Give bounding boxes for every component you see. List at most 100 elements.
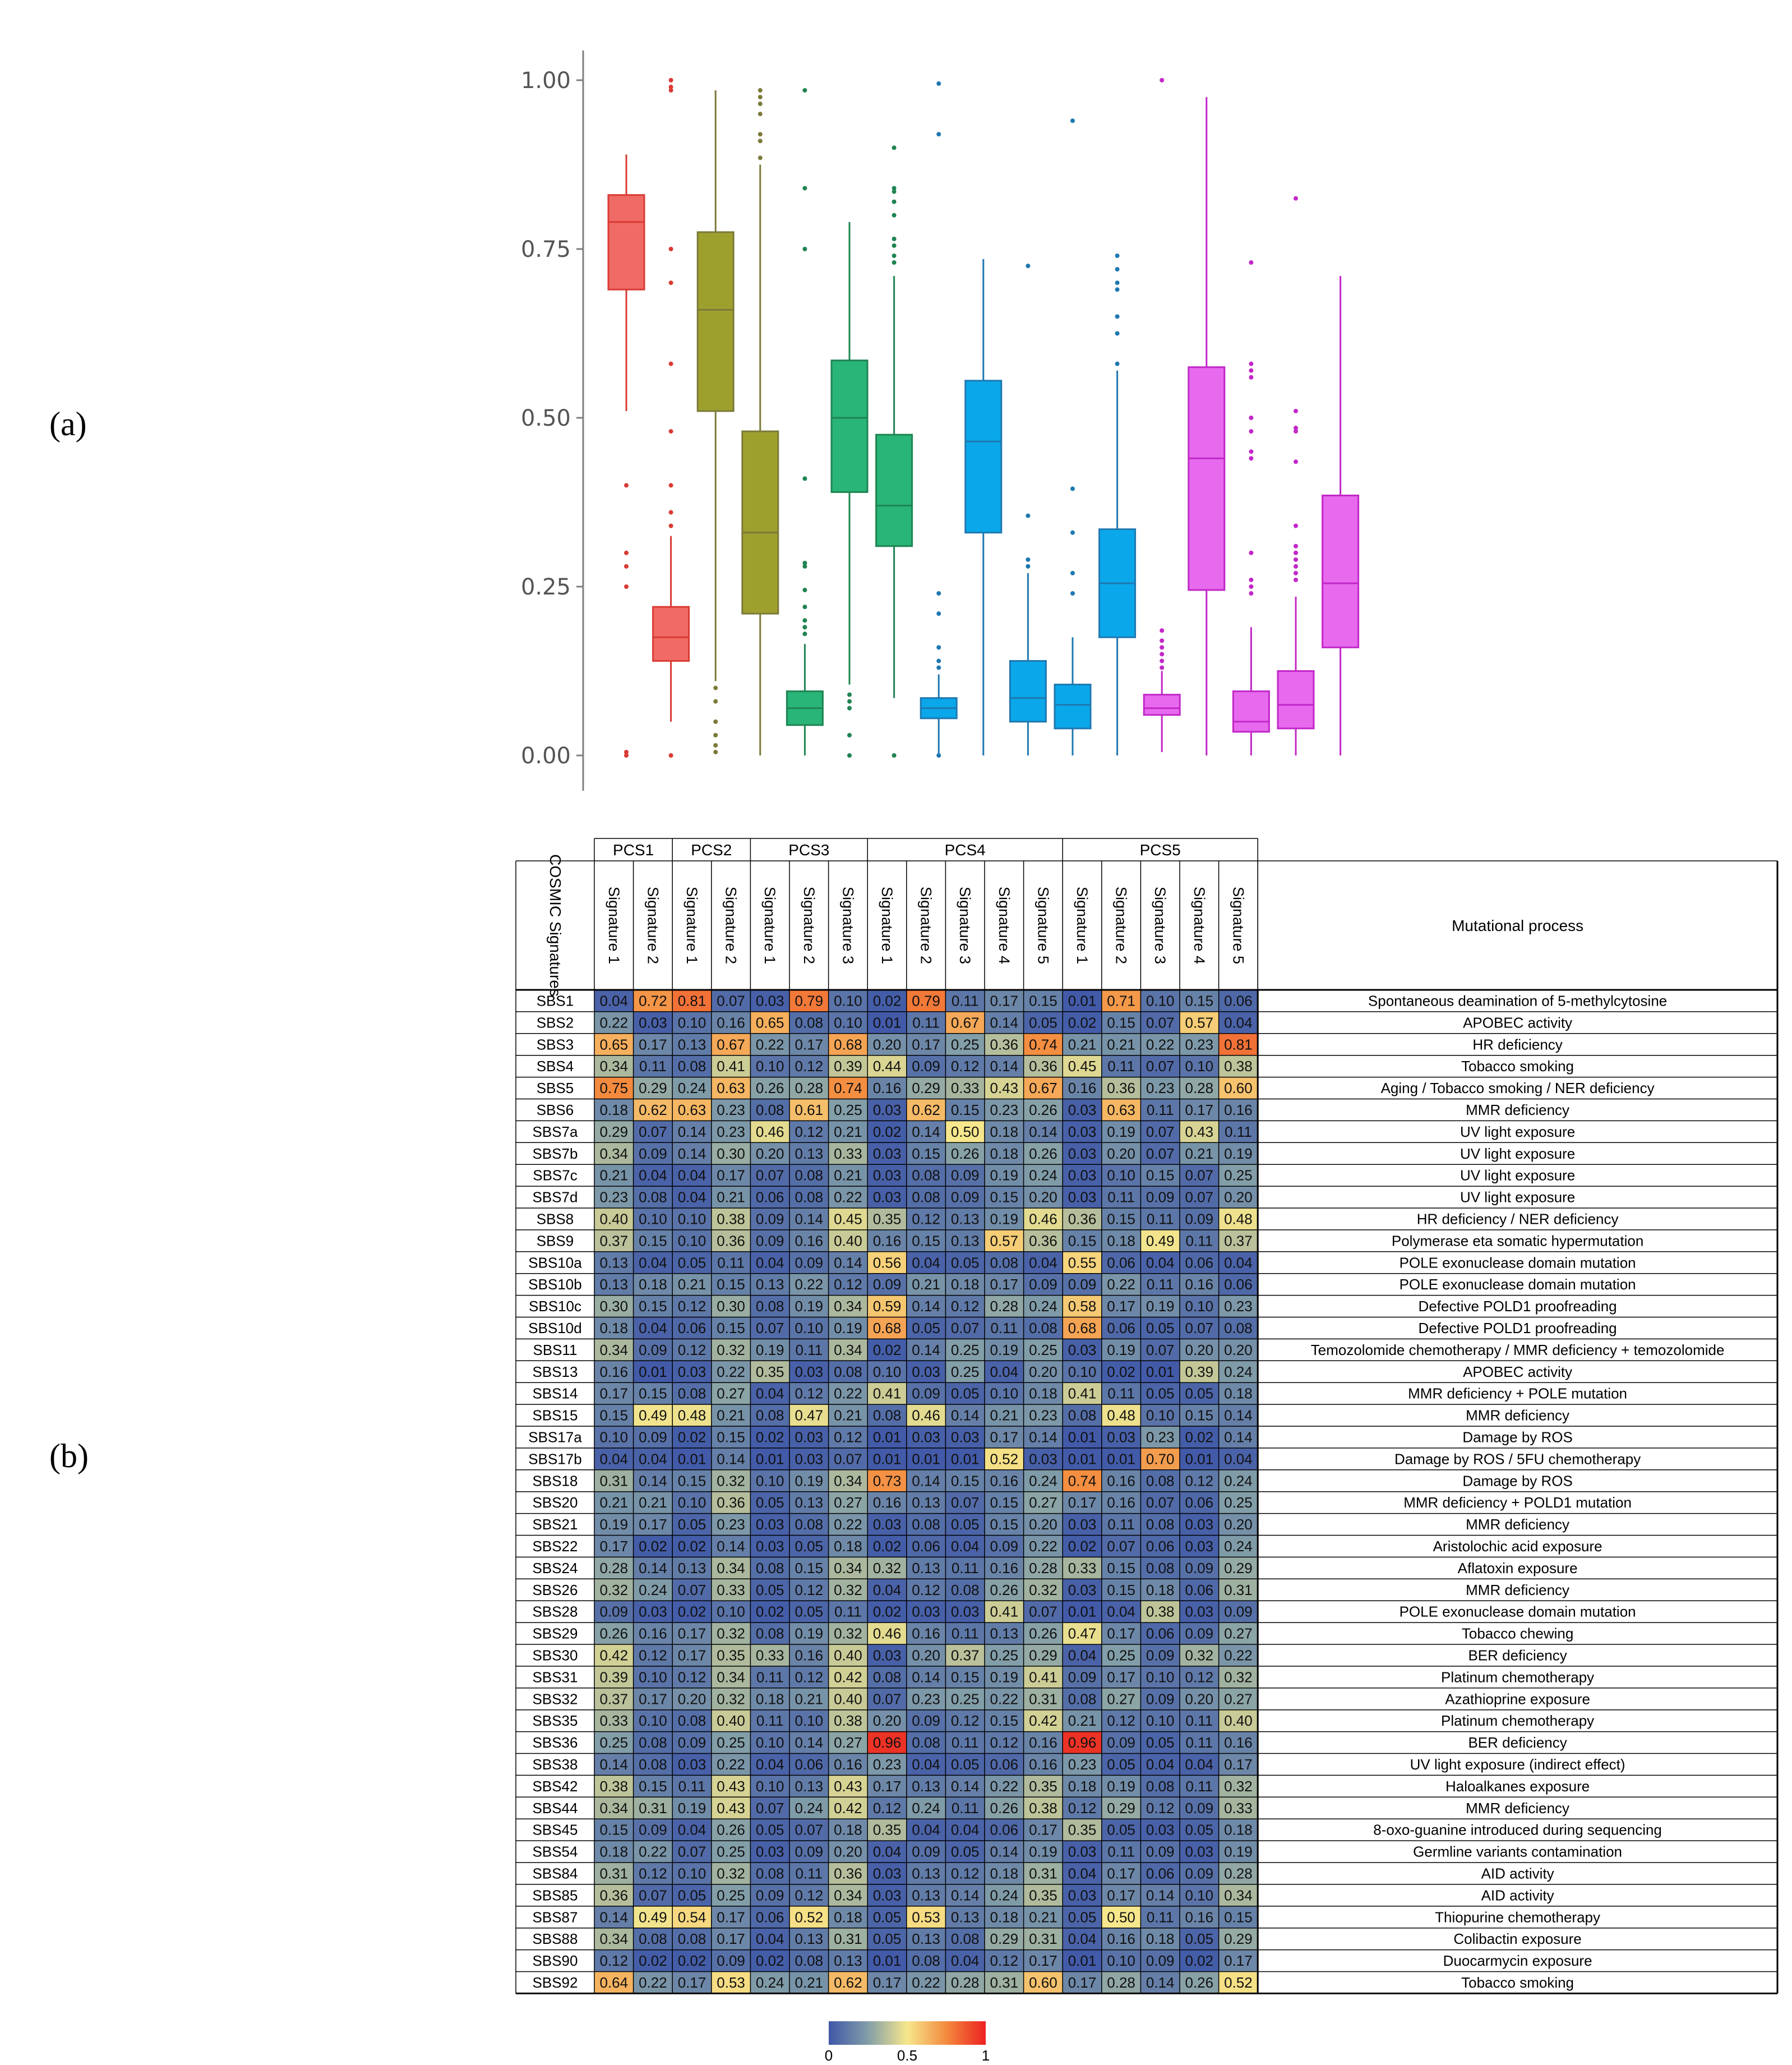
heatmap-cell-value: 0.26 bbox=[951, 1145, 980, 1162]
process-label: APOBEC activity bbox=[1463, 1014, 1572, 1031]
heatmap-cell bbox=[867, 1361, 907, 1383]
process-label: UV light exposure (indirect effect) bbox=[1410, 1756, 1625, 1773]
row-label: SBS38 bbox=[533, 1756, 578, 1773]
heatmap-cell-value: 0.05 bbox=[873, 1909, 902, 1925]
process-label: Damage by ROS bbox=[1462, 1472, 1573, 1489]
heatmap-cell-value: 0.19 bbox=[1107, 1342, 1135, 1358]
heatmap-cell-value: 0.36 bbox=[1107, 1080, 1135, 1096]
heatmap-cell-value: 0.05 bbox=[756, 1494, 784, 1511]
outlier-point bbox=[1070, 570, 1075, 575]
heatmap-cell bbox=[1101, 1535, 1141, 1557]
heatmap-cell-value: 0.08 bbox=[912, 1734, 940, 1751]
heatmap-cell-value: 0.22 bbox=[1029, 1538, 1057, 1555]
heatmap-cell-value: 0.03 bbox=[873, 1167, 902, 1184]
heatmap-cell bbox=[1023, 1229, 1063, 1252]
heatmap-cell-value: 0.14 bbox=[990, 1058, 1018, 1075]
heatmap-cell bbox=[1063, 1033, 1102, 1056]
heatmap-cell bbox=[750, 1229, 790, 1252]
heatmap-cell-value: 0.15 bbox=[1107, 1014, 1135, 1031]
signature-label: Signature 3 bbox=[1152, 887, 1169, 964]
heatmap-cell-value: 0.14 bbox=[1029, 1123, 1057, 1140]
heatmap-cell bbox=[672, 1099, 712, 1121]
heatmap-cell-value: 0.37 bbox=[599, 1232, 628, 1249]
heatmap-cell-value: 0.08 bbox=[1068, 1407, 1097, 1424]
heatmap-cell-value: 0.09 bbox=[1185, 1560, 1213, 1577]
heatmap-cell bbox=[711, 1011, 751, 1034]
group-label: PCS4 bbox=[945, 841, 986, 859]
heatmap-cell-value: 0.22 bbox=[756, 1036, 784, 1053]
heatmap-cell bbox=[828, 1361, 868, 1383]
heatmap-cell bbox=[985, 1229, 1024, 1252]
heatmap-cell-value: 0.74 bbox=[834, 1080, 862, 1096]
heatmap-cell-value: 0.14 bbox=[912, 1298, 940, 1315]
row-label: SBS8 bbox=[537, 1210, 574, 1227]
y-tick-label: 0.75 bbox=[521, 237, 571, 262]
process-label: Aristolochic acid exposure bbox=[1433, 1538, 1602, 1555]
heatmap-cell bbox=[672, 1317, 712, 1339]
heatmap-cell bbox=[1023, 1295, 1063, 1318]
heatmap-cell-value: 0.55 bbox=[1068, 1254, 1097, 1271]
heatmap-cell bbox=[945, 1469, 985, 1492]
outlier-point bbox=[802, 618, 807, 623]
heatmap-cell-value: 0.16 bbox=[990, 1472, 1018, 1489]
heatmap-cell-value: 0.08 bbox=[951, 1582, 980, 1598]
row-label: SBS87 bbox=[533, 1909, 578, 1925]
heatmap-cell bbox=[1023, 1448, 1063, 1471]
heatmap-cell bbox=[750, 1491, 790, 1514]
heatmap-cell-value: 0.13 bbox=[912, 1930, 940, 1947]
heatmap-cell-value: 0.04 bbox=[756, 1385, 784, 1402]
outlier-point bbox=[936, 611, 941, 616]
heatmap-cell-value: 0.52 bbox=[1224, 1974, 1253, 1991]
heatmap-cell bbox=[672, 1011, 712, 1034]
heatmap-cell bbox=[750, 1382, 790, 1405]
outlier-point bbox=[1294, 543, 1298, 548]
heatmap-cell-value: 0.62 bbox=[639, 1101, 667, 1118]
heatmap-cell-value: 0.04 bbox=[756, 1756, 784, 1773]
heatmap-cell-value: 0.08 bbox=[912, 1516, 940, 1533]
heatmap-cell-value: 0.13 bbox=[912, 1494, 940, 1511]
heatmap-cell bbox=[1180, 1448, 1220, 1471]
heatmap-cell bbox=[711, 1339, 751, 1361]
heatmap-cell bbox=[906, 1208, 946, 1230]
heatmap-cell-value: 0.11 bbox=[795, 1865, 823, 1882]
row-label: SBS10c bbox=[529, 1298, 581, 1315]
heatmap-cell bbox=[867, 1339, 907, 1361]
heatmap-cell-value: 0.09 bbox=[1224, 1603, 1253, 1620]
heatmap-cell-value: 0.16 bbox=[873, 1494, 902, 1511]
heatmap-cell-value: 0.10 bbox=[873, 1363, 902, 1380]
heatmap-cell bbox=[672, 1469, 712, 1492]
heatmap-cell bbox=[672, 1382, 712, 1405]
heatmap-cell-value: 0.37 bbox=[951, 1647, 980, 1663]
process-label: MMR deficiency + POLD1 mutation bbox=[1403, 1494, 1632, 1511]
heatmap-cell-value: 0.14 bbox=[1224, 1407, 1253, 1424]
heatmap-cell-value: 0.67 bbox=[717, 1036, 745, 1053]
heatmap-cell-value: 0.19 bbox=[795, 1625, 823, 1642]
heatmap-cell-value: 0.04 bbox=[1224, 1254, 1253, 1271]
heatmap-cell-value: 0.20 bbox=[1029, 1363, 1057, 1380]
heatmap-cell bbox=[1180, 1121, 1220, 1143]
heatmap-cell-value: 0.03 bbox=[1068, 1342, 1097, 1358]
row-label: SBS30 bbox=[533, 1647, 578, 1663]
heatmap-cell bbox=[1101, 1229, 1141, 1252]
heatmap-cell bbox=[828, 1011, 868, 1034]
heatmap-cell-value: 0.24 bbox=[1029, 1298, 1057, 1315]
heatmap-cell bbox=[1101, 1164, 1141, 1187]
heatmap-cell bbox=[906, 1033, 946, 1056]
heatmap-cell-value: 0.10 bbox=[1146, 1712, 1175, 1729]
heatmap-cell bbox=[1218, 1121, 1258, 1143]
heatmap-cell bbox=[867, 1513, 907, 1536]
box-iqr bbox=[1054, 684, 1092, 730]
outlier-point bbox=[1294, 459, 1298, 464]
heatmap-cell-value: 0.50 bbox=[1107, 1909, 1135, 1925]
y-tick-label: 1.00 bbox=[521, 68, 571, 94]
heatmap-cell bbox=[1218, 1491, 1258, 1514]
heatmap-cell-value: 0.23 bbox=[1185, 1036, 1213, 1053]
heatmap-cell-value: 0.06 bbox=[990, 1756, 1018, 1773]
heatmap-cell-value: 0.20 bbox=[834, 1843, 862, 1860]
heatmap-cell-value: 0.11 bbox=[1185, 1734, 1213, 1751]
heatmap-cell-value: 0.40 bbox=[1224, 1712, 1253, 1729]
heatmap-cell-value: 0.46 bbox=[873, 1625, 902, 1642]
heatmap-cell bbox=[906, 1011, 946, 1034]
heatmap-cell-value: 0.17 bbox=[678, 1974, 706, 1991]
heatmap-cell-value: 0.96 bbox=[873, 1734, 902, 1751]
